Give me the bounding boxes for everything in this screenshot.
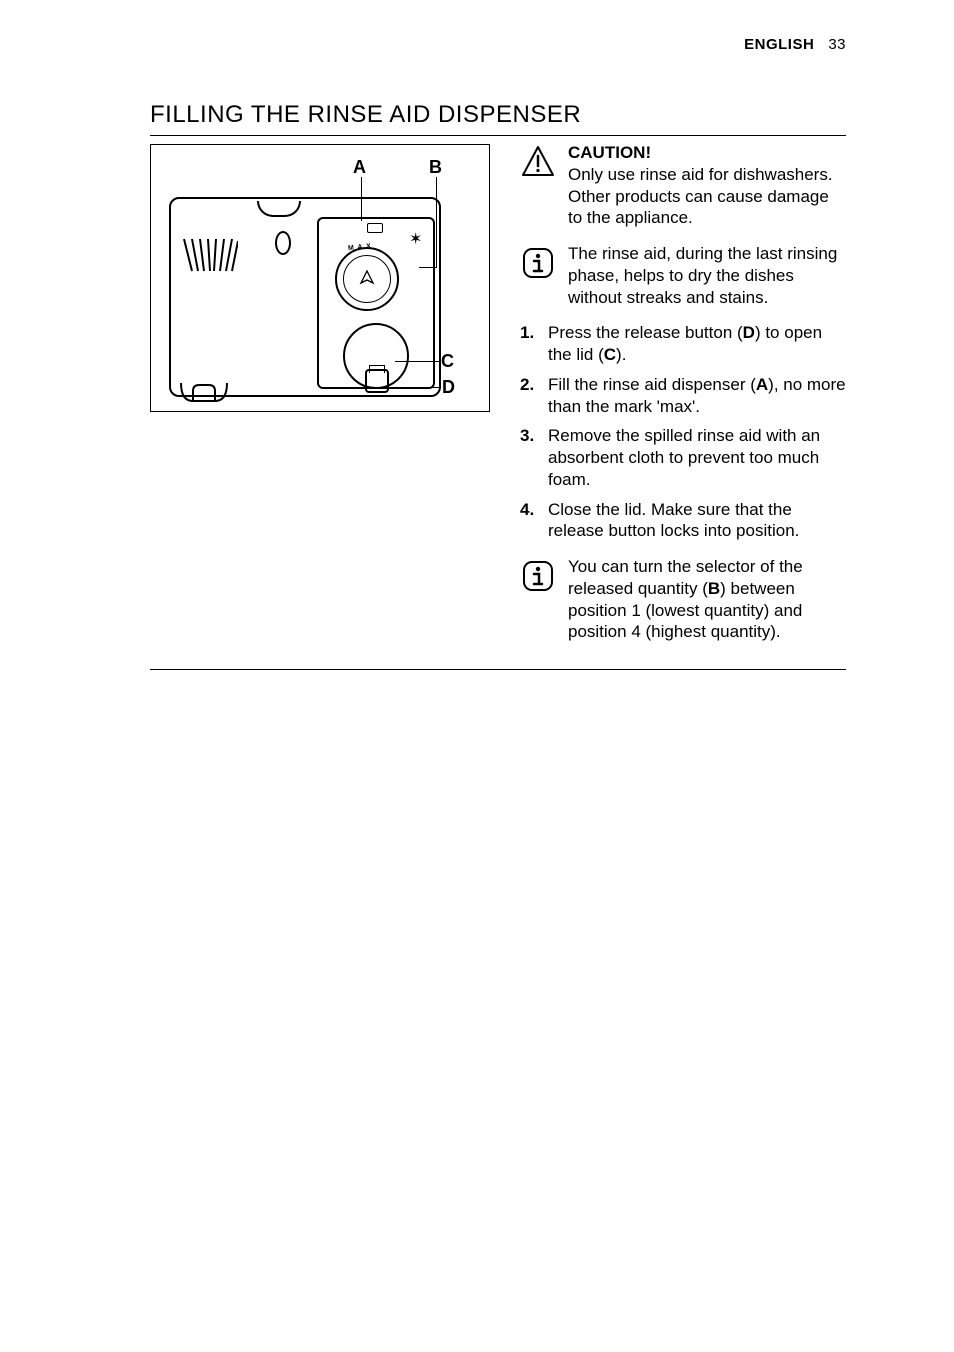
info-block-1: The rinse aid, during the last rinsing p… — [520, 243, 846, 308]
info-icon — [520, 558, 556, 594]
ridged-panel-icon — [182, 237, 238, 273]
caution-block: CAUTION! Only use rinse aid for dishwash… — [520, 142, 846, 229]
title-rule — [150, 135, 846, 136]
header-language: ENGLISH — [744, 36, 814, 53]
section-title: FILLING THE RINSE AID DISPENSER — [150, 101, 846, 129]
release-button — [365, 369, 389, 393]
step-item: 3. Remove the spilled rinse aid with an … — [520, 425, 846, 490]
diagram-label-a: A — [353, 157, 366, 178]
warning-triangle-icon — [520, 144, 556, 180]
step-number: 3. — [520, 425, 548, 490]
detergent-window — [275, 231, 291, 255]
tray-icon — [367, 223, 383, 233]
page-header: ENGLISH 33 — [150, 36, 846, 53]
step-text: Remove the spilled rinse aid with an abs… — [548, 425, 846, 490]
step-item: 4. Close the lid. Make sure that the rel… — [520, 499, 846, 543]
step-text: Close the lid. Make sure that the releas… — [548, 499, 846, 543]
bottom-clip-icon — [179, 381, 229, 405]
step-number: 2. — [520, 374, 548, 418]
info2-body: You can turn the selector of the release… — [568, 556, 846, 643]
info-icon — [520, 245, 556, 281]
step-number: 4. — [520, 499, 548, 543]
selector-arrow-icon — [357, 269, 377, 289]
info-block-2: You can turn the selector of the release… — [520, 556, 846, 643]
step-text: Press the release button (D) to open the… — [548, 322, 846, 366]
diagram-label-c: C — [441, 351, 454, 372]
caution-title: CAUTION! — [568, 142, 846, 164]
step-text: Fill the rinse aid dispenser (A), no mor… — [548, 374, 846, 418]
info1-body: The rinse aid, during the last rinsing p… — [568, 244, 837, 307]
diagram-label-b: B — [429, 157, 442, 178]
step-item: 2. Fill the rinse aid dispenser (A), no … — [520, 374, 846, 418]
star-icon: ✶ — [409, 229, 422, 249]
step-item: 1. Press the release button (D) to open … — [520, 322, 846, 366]
step-number: 1. — [520, 322, 548, 366]
end-rule — [150, 669, 846, 670]
diagram-label-d: D — [442, 377, 455, 398]
header-page-number: 33 — [828, 36, 846, 53]
steps-list: 1. Press the release button (D) to open … — [520, 322, 846, 542]
dispenser-diagram: A B C D ✶ — [150, 144, 490, 412]
caution-body: Only use rinse aid for dishwashers. Othe… — [568, 165, 833, 228]
